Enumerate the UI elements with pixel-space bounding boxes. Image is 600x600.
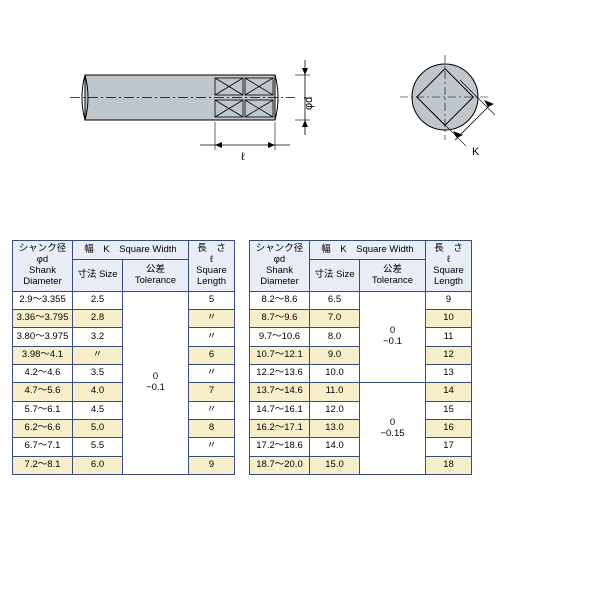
cell-length: 10 [426, 310, 472, 328]
cell-size: 11.0 [310, 383, 360, 401]
cell-size: 〃 [73, 346, 123, 364]
cell-shank: 4.7～5.6 [13, 383, 73, 401]
th-length: 長 さ ℓ Square Length [189, 241, 235, 292]
dim-ell: ℓ [200, 122, 290, 163]
cell-shank: 6.2～6.6 [13, 419, 73, 437]
cell-length: 15 [426, 401, 472, 419]
tables-container: シャンク径φd Shank Diameter 幅 K Square Width … [0, 240, 600, 471]
cell-length: 8 [189, 419, 235, 437]
cell-shank: 12.2～13.6 [250, 364, 310, 382]
cell-length: 11 [426, 328, 472, 346]
cell-length: 7 [189, 383, 235, 401]
label-phi-d: φd [303, 97, 315, 110]
cell-size: 7.0 [310, 310, 360, 328]
cell-shank: 16.2～17.1 [250, 419, 310, 437]
cell-shank: 8.7～9.6 [250, 310, 310, 328]
cell-shank: 5.7～6.1 [13, 401, 73, 419]
cell-shank: 17.2～18.6 [250, 438, 310, 456]
cell-shank: 2.9～3.355 [13, 291, 73, 309]
cell-shank: 9.7～10.6 [250, 328, 310, 346]
th-length: 長 さ ℓ Square Length [426, 241, 472, 292]
cell-length: 9 [189, 456, 235, 474]
right-table: シャンク径φd Shank Diameter 幅 K Square Width … [249, 240, 472, 475]
cell-shank: 14.7～16.1 [250, 401, 310, 419]
label-ell: ℓ [241, 151, 245, 163]
cell-tolerance: 0 −0.1 [123, 291, 189, 474]
cell-size: 15.0 [310, 456, 360, 474]
cell-size: 2.5 [73, 291, 123, 309]
cell-length: 17 [426, 438, 472, 456]
cell-length: 16 [426, 419, 472, 437]
th-size: 寸法 Size [310, 260, 360, 291]
cell-size: 6.0 [73, 456, 123, 474]
cell-size: 3.2 [73, 328, 123, 346]
cell-length: 6 [189, 346, 235, 364]
cell-shank: 7.2～8.1 [13, 456, 73, 474]
left-table: シャンク径φd Shank Diameter 幅 K Square Width … [12, 240, 235, 475]
cell-size: 5.5 [73, 438, 123, 456]
cell-shank: 3.98～4.1 [13, 346, 73, 364]
th-width: 幅 K Square Width [73, 241, 189, 260]
th-shank: シャンク径φd Shank Diameter [250, 241, 310, 292]
cell-length: 14 [426, 383, 472, 401]
cell-size: 4.5 [73, 401, 123, 419]
cell-shank: 6.7～7.1 [13, 438, 73, 456]
th-shank: シャンク径φd Shank Diameter [13, 241, 73, 292]
cell-length: 〃 [189, 310, 235, 328]
cell-length: 〃 [189, 401, 235, 419]
cell-size: 3.5 [73, 364, 123, 382]
cell-shank: 13.7～14.6 [250, 383, 310, 401]
cell-length: 12 [426, 346, 472, 364]
th-size: 寸法 Size [73, 260, 123, 291]
cell-length: 9 [426, 291, 472, 309]
dim-phi-d: φd [295, 60, 315, 135]
cell-shank: 4.2～4.6 [13, 364, 73, 382]
cell-size: 4.0 [73, 383, 123, 401]
cell-length: 〃 [189, 364, 235, 382]
label-k: K [472, 146, 480, 158]
cell-tolerance: 0 −0.1 [360, 291, 426, 383]
cell-length: 〃 [189, 328, 235, 346]
cell-size: 9.0 [310, 346, 360, 364]
cell-size: 8.0 [310, 328, 360, 346]
cell-size: 2.8 [73, 310, 123, 328]
cell-shank: 10.7～12.1 [250, 346, 310, 364]
cell-length: 〃 [189, 438, 235, 456]
cell-length: 18 [426, 456, 472, 474]
cell-shank: 3.80～3.975 [13, 328, 73, 346]
th-tol: 公差 Tolerance [360, 260, 426, 291]
cell-size: 14.0 [310, 438, 360, 456]
cell-size: 13.0 [310, 419, 360, 437]
cell-shank: 18.7～20.0 [250, 456, 310, 474]
cell-tolerance: 0 −0.15 [360, 383, 426, 475]
cell-size: 10.0 [310, 364, 360, 382]
cell-size: 12.0 [310, 401, 360, 419]
cell-size: 5.0 [73, 419, 123, 437]
cell-shank: 3.36～3.795 [13, 310, 73, 328]
cell-length: 5 [189, 291, 235, 309]
cell-shank: 8.2～8.6 [250, 291, 310, 309]
shank-end-view [400, 55, 490, 140]
technical-drawing: φd ℓ K [0, 0, 600, 200]
cell-size: 6.5 [310, 291, 360, 309]
th-width: 幅 K Square Width [310, 241, 426, 260]
cell-length: 13 [426, 364, 472, 382]
th-tol: 公差 Tolerance [123, 260, 189, 291]
shank-side-view [70, 75, 295, 120]
